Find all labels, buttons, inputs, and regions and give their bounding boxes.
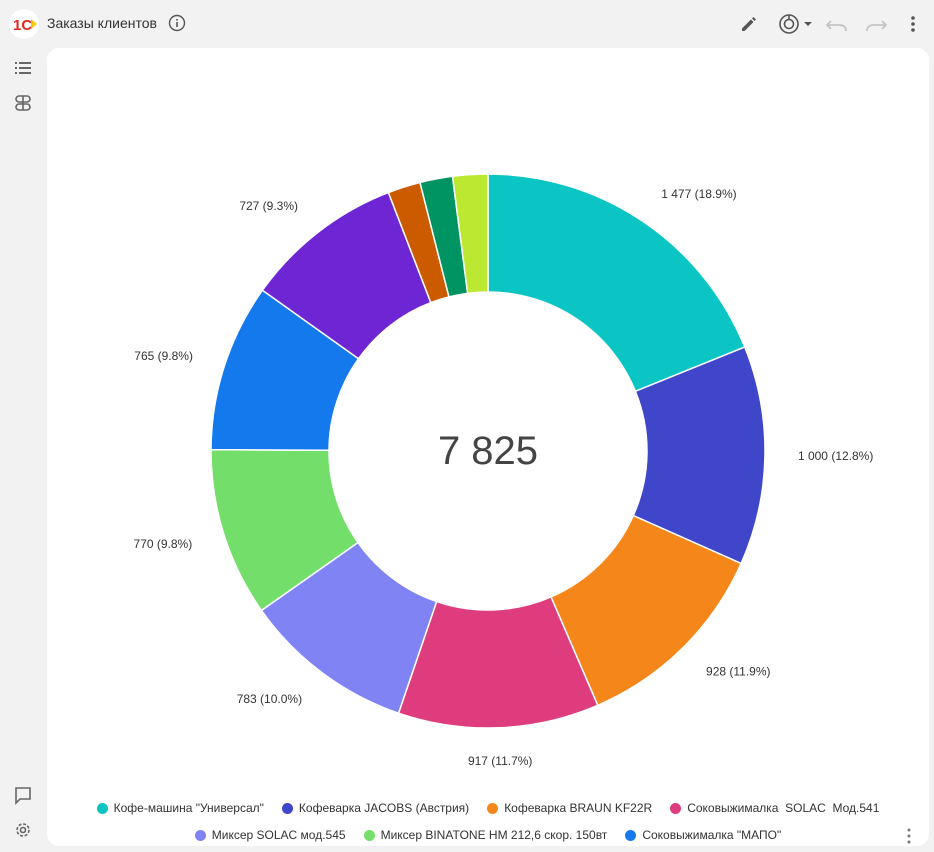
legend-label: Миксер BINATONE HM 212,6 скор. 150вт bbox=[381, 828, 608, 842]
legend-marker bbox=[625, 830, 636, 841]
legend-marker bbox=[487, 803, 498, 814]
legend-row: Кофе-машина "Универсал" Кофеварка JACOBS … bbox=[47, 798, 929, 818]
legend-marker bbox=[364, 830, 375, 841]
legend-label: Соковыжималка SOLAC Мод.541 bbox=[687, 801, 879, 815]
legend-label: Кофеварка JACOBS (Австрия) bbox=[299, 801, 469, 815]
legend-item[interactable]: Миксер SOLAC мод.545 bbox=[195, 828, 346, 842]
legend-item[interactable]: Кофеварка JACOBS (Австрия) bbox=[282, 801, 469, 815]
slice-data-label: 783 (10.0%) bbox=[237, 692, 302, 706]
slice-data-label: 928 (11.9%) bbox=[706, 664, 770, 678]
legend-item[interactable]: Соковыжималка SOLAC Мод.541 bbox=[670, 801, 879, 815]
legend-item[interactable]: Соковыжималка "МАПО" bbox=[625, 828, 781, 842]
legend-item[interactable]: Кофеварка BRAUN KF22R bbox=[487, 801, 652, 815]
chart-legend: Кофе-машина "Универсал" Кофеварка JACOBS … bbox=[47, 798, 929, 852]
total-value: 7 825 bbox=[438, 429, 538, 473]
slice-data-label: 770 (9.8%) bbox=[134, 537, 193, 551]
legend-row: Миксер SOLAC мод.545 Миксер BINATONE HM 2… bbox=[47, 825, 929, 845]
slice-data-label: 917 (11.7%) bbox=[468, 754, 532, 768]
slice-data-label: 1 477 (18.9%) bbox=[661, 187, 736, 201]
legend-label: Соковыжималка "МАПО" bbox=[642, 828, 781, 842]
legend-item[interactable]: Кофе-машина "Универсал" bbox=[97, 801, 264, 815]
slice-data-label: 1 000 (12.8%) bbox=[798, 449, 873, 463]
legend-marker bbox=[282, 803, 293, 814]
legend-item[interactable]: Миксер BINATONE HM 212,6 скор. 150вт bbox=[364, 828, 608, 842]
legend-label: Кофе-машина "Универсал" bbox=[114, 801, 264, 815]
slice-data-label: 727 (9.3%) bbox=[239, 199, 298, 213]
legend-more-icon[interactable] bbox=[903, 826, 915, 846]
legend-label: Кофеварка BRAUN KF22R bbox=[504, 801, 652, 815]
legend-marker bbox=[670, 803, 681, 814]
legend-marker bbox=[195, 830, 206, 841]
slice-data-label: 765 (9.8%) bbox=[134, 349, 193, 363]
legend-marker bbox=[97, 803, 108, 814]
donut-slice[interactable] bbox=[488, 174, 745, 391]
legend-label: Миксер SOLAC мод.545 bbox=[212, 828, 346, 842]
